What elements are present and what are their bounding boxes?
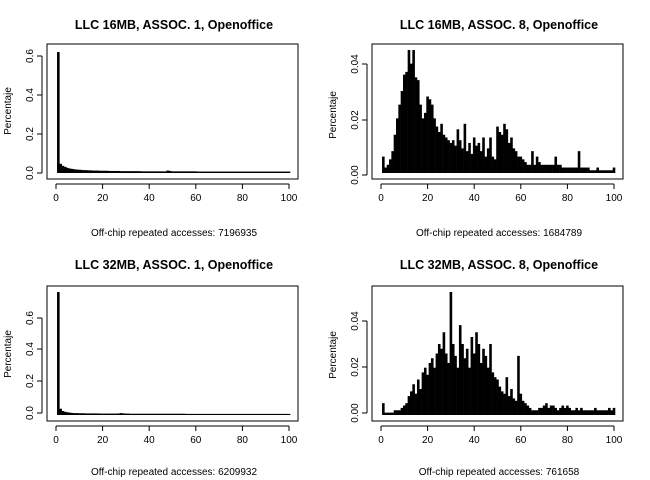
plot-frame — [371, 43, 624, 180]
y-tick-label: 0.4 — [25, 88, 36, 102]
y-tick-label: 0.2 — [25, 127, 36, 141]
y-tick-label: 0.4 — [25, 342, 36, 356]
x-tick-label: 40 — [469, 435, 481, 446]
plot-frame — [46, 285, 299, 422]
x-axis-label: Off-chip repeated accesses: 6209932 — [91, 467, 257, 478]
y-tick-label: 0.02 — [350, 357, 361, 377]
y-tick-label: 0.6 — [25, 49, 36, 63]
x-tick-label: 60 — [515, 435, 527, 446]
y-tick-label: 0.00 — [350, 403, 361, 423]
x-axis-label: Off-chip repeated accesses: 7196935 — [91, 228, 257, 239]
chart-panel-llc16-assoc8: LLC 16MB, ASSOC. 8, Openoffice Off-chip … — [328, 18, 624, 239]
x-tick-label: 0 — [378, 193, 384, 204]
x-tick-label: 80 — [237, 435, 249, 446]
chart-title: LLC 16MB, ASSOC. 1, Openoffice — [75, 18, 273, 32]
x-tick-label: 60 — [190, 193, 202, 204]
x-tick-label: 0 — [53, 435, 59, 446]
x-tick-label: 80 — [562, 193, 574, 204]
y-axis-label: Percentaje — [328, 331, 339, 379]
x-tick-label: 100 — [281, 193, 298, 204]
x-tick-label: 60 — [515, 193, 527, 204]
y-tick-label: 0.02 — [350, 110, 361, 130]
x-tick-label: 40 — [144, 193, 156, 204]
y-tick-label: 0.04 — [350, 311, 361, 331]
x-tick-label: 20 — [422, 193, 434, 204]
x-tick-label: 20 — [422, 435, 434, 446]
y-tick-label: 0.2 — [25, 374, 36, 388]
x-axis-label: Off-chip repeated accesses: 1684789 — [416, 228, 582, 239]
x-tick-label: 80 — [237, 193, 249, 204]
y-tick-label: 0.0 — [25, 406, 36, 420]
y-tick-label: 0.0 — [25, 166, 36, 180]
x-tick-label: 80 — [562, 435, 574, 446]
y-tick-label: 0.6 — [25, 311, 36, 325]
x-tick-label: 0 — [378, 435, 384, 446]
chart-panel-llc16-assoc1: LLC 16MB, ASSOC. 1, Openoffice Off-chip … — [3, 18, 299, 239]
y-tick-label: 0.00 — [350, 165, 361, 185]
x-tick-label: 20 — [97, 193, 109, 204]
chart-panel-llc32-assoc1: LLC 32MB, ASSOC. 1, Openoffice Off-chip … — [3, 258, 299, 478]
x-tick-label: 40 — [144, 435, 156, 446]
plot-frame — [371, 285, 624, 422]
plot-frame — [46, 43, 299, 180]
x-tick-label: 40 — [469, 193, 481, 204]
x-tick-label: 100 — [606, 193, 623, 204]
y-axis-label: Percentaje — [3, 330, 14, 378]
x-tick-label: 60 — [190, 435, 202, 446]
chart-title: LLC 16MB, ASSOC. 8, Openoffice — [400, 18, 598, 32]
y-tick-label: 0.04 — [350, 54, 361, 74]
x-tick-label: 0 — [53, 193, 59, 204]
y-axis-label: Percentaje — [328, 91, 339, 139]
x-tick-label: 20 — [97, 435, 109, 446]
chart-title: LLC 32MB, ASSOC. 1, Openoffice — [75, 258, 273, 272]
chart-title: LLC 32MB, ASSOC. 8, Openoffice — [400, 258, 598, 272]
x-tick-label: 100 — [281, 435, 298, 446]
x-tick-label: 100 — [606, 435, 623, 446]
chart-panel-llc32-assoc8: LLC 32MB, ASSOC. 8, Openoffice Off-chip … — [328, 258, 624, 478]
y-axis-label: Percentaje — [3, 87, 14, 135]
x-axis-label: Off-chip repeated accesses: 761658 — [419, 467, 580, 478]
